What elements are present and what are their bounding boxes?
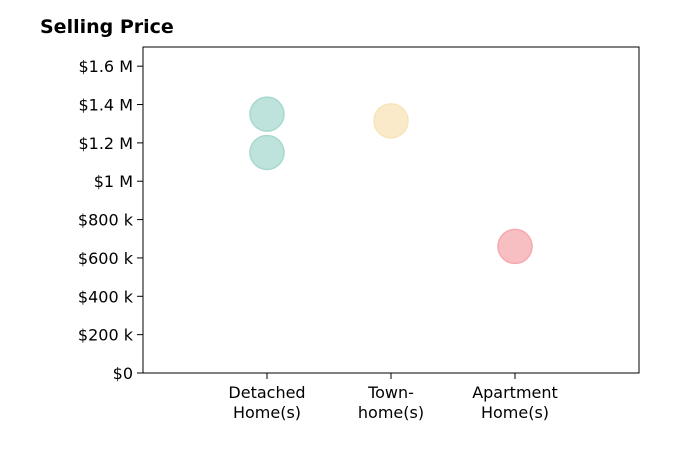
data-point [497, 228, 533, 265]
data-point [249, 134, 285, 171]
x-tick-label: Apartment Home(s) [472, 383, 558, 422]
x-tick-label: Detached Home(s) [228, 383, 305, 422]
y-tick-label: $1.4 M [78, 96, 133, 115]
y-tick-label: $1.6 M [78, 57, 133, 76]
x-tick-label: Town-home(s) [358, 383, 424, 422]
data-point [373, 103, 409, 139]
y-tick-label: $800 k [78, 211, 134, 230]
y-tick-label: $200 k [78, 326, 134, 345]
y-tick-label: $600 k [78, 249, 134, 268]
chart-title: Selling Price [40, 16, 174, 38]
y-tick-label: $1.2 M [78, 134, 133, 153]
chart-marks [249, 96, 533, 265]
plot-frame [142, 46, 640, 374]
data-point [249, 96, 285, 132]
y-axis: $0 $200 k $400 k $600 k $800 k $1 M $1.2 M $1.4… [78, 57, 143, 383]
y-tick-label: $0 [113, 364, 133, 383]
x-axis: Detached Home(s) Town-home(s) Apartment Home… [228, 373, 558, 422]
y-tick-label: $400 k [78, 287, 134, 306]
y-tick-label: $1 M [94, 172, 133, 191]
